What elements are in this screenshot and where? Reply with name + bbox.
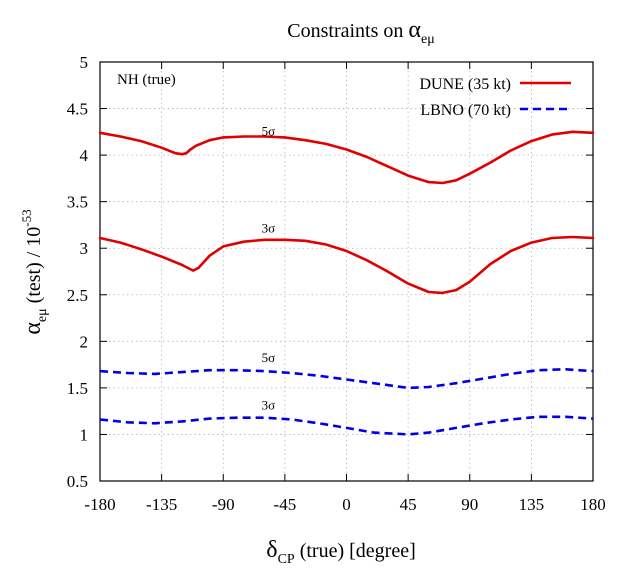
x-tick-label: 180 xyxy=(580,495,606,514)
series-sigma-label: 5σ xyxy=(262,350,276,365)
dune-5sigma-line xyxy=(98,130,595,185)
x-tick-label: 0 xyxy=(342,495,351,514)
y-tick-label: 4.5 xyxy=(67,100,88,119)
x-tick-label: -45 xyxy=(274,495,297,514)
x-tick-label: -180 xyxy=(84,495,115,514)
y-axis-label: αeμ (test) / 10-53 xyxy=(19,209,50,334)
y-axis-label-subscript: eμ xyxy=(35,308,50,322)
lbno-5sigma-line xyxy=(99,367,594,390)
legend: DUNE (35 kt) LBNO (70 kt) xyxy=(419,76,571,119)
y-tick-label: 0.5 xyxy=(67,472,88,491)
x-tick-label: -135 xyxy=(146,495,177,514)
y-tick-label: 4 xyxy=(80,146,89,165)
chart-title-prefix: Constraints on xyxy=(287,20,408,42)
y-tick-label: 2 xyxy=(80,332,89,351)
annotation: NH (true) xyxy=(117,72,176,88)
x-axis-label-text: δCP (true) [degree] xyxy=(266,537,415,567)
series-sigma-label: 3σ xyxy=(262,220,276,235)
series-sigma-label: 3σ xyxy=(262,397,276,412)
x-axis-label-subscript: CP xyxy=(278,552,295,567)
x-axis-delta-symbol: δ xyxy=(266,537,277,563)
y-tick-label: 5 xyxy=(80,53,89,72)
x-tick-label: 45 xyxy=(400,495,417,514)
x-tick-label: 135 xyxy=(519,495,545,514)
x-axis-label-suffix: (true) [degree] xyxy=(295,540,416,562)
chart-title: Constraints on αeμ xyxy=(287,17,434,47)
x-tick-label: -90 xyxy=(212,495,235,514)
nh-true-label: NH (true) xyxy=(117,72,176,88)
y-axis-label-text: αeμ (test) / 10-53 xyxy=(19,209,50,334)
series-sigma-label: 5σ xyxy=(262,124,276,139)
y-axis-alpha-symbol: α xyxy=(20,322,46,335)
x-axis-label: δCP (true) [degree] xyxy=(266,537,415,567)
chart-title-subscript: eμ xyxy=(421,32,435,47)
legend-label: DUNE (35 kt) xyxy=(419,76,511,93)
chart-title-text: Constraints on αeμ xyxy=(287,17,434,47)
x-tick-label: 90 xyxy=(461,495,478,514)
axis-ticks: -180 -135 -90 -45 0 45 90 135 1800.511.522.533.5… xyxy=(67,53,606,514)
y-tick-label: 3.5 xyxy=(67,193,88,212)
series-group xyxy=(98,130,595,436)
y-axis-label-superscript: -53 xyxy=(19,209,34,226)
series-labels: 5σ 3σ 5σ 3σ xyxy=(262,124,276,413)
legend-label: LBNO (70 kt) xyxy=(420,102,511,119)
y-tick-label: 1.5 xyxy=(67,379,88,398)
y-tick-label: 2.5 xyxy=(67,286,88,305)
dune-3sigma-line xyxy=(98,235,595,295)
y-axis-label-suffix: (test) / 10 xyxy=(23,227,45,309)
lbno-3sigma-line xyxy=(99,415,594,436)
chart-title-alpha-symbol: α xyxy=(408,17,421,43)
y-tick-label: 1 xyxy=(80,425,89,444)
y-tick-label: 3 xyxy=(80,239,89,258)
